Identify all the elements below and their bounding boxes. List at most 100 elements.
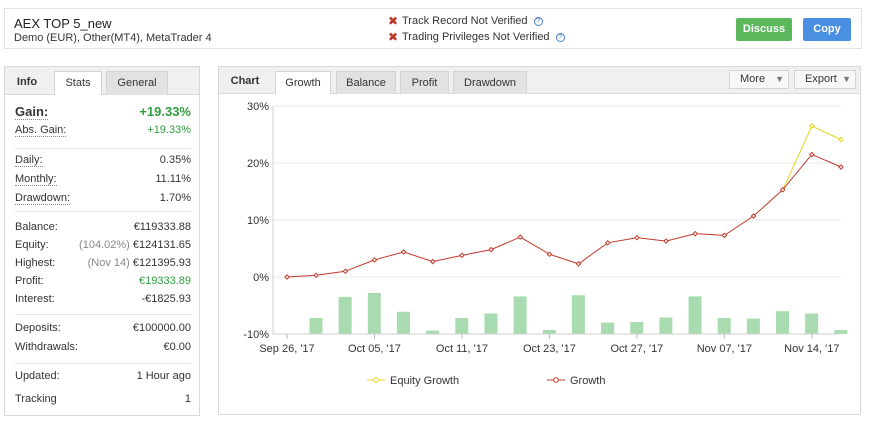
legend-label: Equity Growth <box>390 375 459 387</box>
help-icon[interactable]: ? <box>555 32 565 42</box>
volume-bar <box>542 330 556 334</box>
y-tick-label: 30% <box>247 101 269 113</box>
profit-row: Profit: €19333.89 <box>15 275 191 291</box>
y-tick-label: 0% <box>253 272 269 284</box>
growth-point <box>284 274 290 280</box>
deposits-label: Deposits: <box>15 322 61 334</box>
volume-bar <box>484 313 498 334</box>
withdrawals-row: Withdrawals: €0.00 <box>15 341 191 357</box>
gain-label: Gain: <box>15 104 49 120</box>
growth-point <box>517 234 524 240</box>
profit-label: Profit: <box>15 275 44 287</box>
tab-info[interactable]: Info <box>16 76 38 88</box>
tracking-value: 1 <box>184 393 191 405</box>
tab-general[interactable]: General <box>106 71 168 95</box>
growth-point <box>779 186 786 193</box>
abs-gain-row: Abs. Gain: +19.33% <box>15 124 191 140</box>
y-tick-label: 20% <box>247 158 269 170</box>
info-tabs: Info Stats General <box>5 67 199 95</box>
volume-bar <box>455 318 469 334</box>
drawdown-row: Drawdown: 1.70% <box>15 192 191 208</box>
growth-point <box>663 238 669 244</box>
equity-value: €124131.65 <box>132 239 191 251</box>
more-label: More <box>740 73 766 85</box>
highest-label: Highest: <box>15 257 56 269</box>
balance-label: Balance: <box>15 221 58 233</box>
volume-bar <box>834 330 848 334</box>
x-tick-label: Oct 05, '17 <box>348 343 401 355</box>
growth-point <box>546 251 553 258</box>
discuss-button[interactable]: Discuss <box>736 18 792 41</box>
equity-percent: (104.02%) <box>79 239 130 251</box>
gain-row: Gain: +19.33% <box>15 104 191 122</box>
track-record-text: Track Record Not Verified <box>402 15 528 27</box>
trading-privileges-text: Trading Privileges Not Verified <box>402 31 550 43</box>
profit-value: €19333.89 <box>139 275 191 287</box>
equity-row: Equity: (104.02%) €124131.65 <box>15 239 191 255</box>
equity-growth-point <box>838 136 844 143</box>
info-panel: Info Stats General Gain: +19.33% Abs. Ga… <box>4 66 200 416</box>
highest-value-group: (Nov 14) €121395.93 <box>88 257 191 269</box>
export-dropdown[interactable]: Export ▼ <box>794 70 856 89</box>
divider <box>15 363 191 364</box>
x-tick-label: Nov 07, '17 <box>697 343 752 355</box>
deposits-row: Deposits: €100000.00 <box>15 322 191 338</box>
growth-point <box>342 268 349 275</box>
tab-drawdown[interactable]: Drawdown <box>453 71 527 94</box>
track-record-status: ✖ Track Record Not Verified ? <box>388 14 543 28</box>
chevron-down-icon: ▼ <box>775 74 784 84</box>
monthly-row: Monthly: 11.11% <box>15 173 191 189</box>
growth-point <box>459 252 465 259</box>
growth-point <box>634 234 640 241</box>
volume-bar <box>659 317 673 334</box>
volume-bar <box>309 318 323 334</box>
not-verified-icon: ✖ <box>388 30 399 44</box>
tab-balance[interactable]: Balance <box>336 71 396 94</box>
chart-tabs: Chart Growth Balance Profit Drawdown Mor… <box>219 67 860 94</box>
copy-button[interactable]: Copy <box>803 18 851 41</box>
tab-profit[interactable]: Profit <box>400 71 449 94</box>
growth-point <box>604 239 611 246</box>
export-label: Export <box>805 73 837 85</box>
interest-label: Interest: <box>15 293 55 305</box>
growth-point <box>488 246 494 253</box>
volume-bar <box>805 313 819 334</box>
chevron-down-icon: ▼ <box>842 74 851 84</box>
equity-value-group: (104.02%) €124131.65 <box>79 239 191 251</box>
withdrawals-value: €0.00 <box>163 341 191 353</box>
drawdown-value: 1.70% <box>159 192 191 204</box>
tab-stats[interactable]: Stats <box>54 71 102 95</box>
growth-point <box>313 272 319 279</box>
account-name[interactable]: AEX TOP 5_new <box>14 16 112 31</box>
tracking-row: Tracking 1 <box>15 393 191 409</box>
updated-value: 1 Hour ago <box>136 370 191 382</box>
growth-point <box>575 261 582 267</box>
growth-chart[interactable]: 30% 20% 10% 0% -10% Sep 26, '17 Oct 05, '17 Oc… <box>219 95 860 415</box>
volume-bar <box>426 330 440 334</box>
volume-bar <box>396 311 410 334</box>
equity-growth-line <box>782 125 842 190</box>
help-icon[interactable]: ? <box>533 16 543 26</box>
tab-growth[interactable]: Growth <box>275 71 331 94</box>
volume-bar <box>688 296 702 334</box>
volume-bar <box>717 318 731 334</box>
x-tick-label: Sep 26, '17 <box>259 343 314 355</box>
equity-growth-point <box>809 123 815 129</box>
volume-bar <box>367 292 381 334</box>
equity-label: Equity: <box>15 239 49 251</box>
y-tick-label: -10% <box>243 329 269 341</box>
growth-point <box>692 230 699 237</box>
volume-bar <box>776 311 790 334</box>
volume-bar <box>630 322 644 334</box>
growth-point <box>721 232 728 239</box>
divider <box>15 211 191 212</box>
legend-label: Growth <box>570 375 605 387</box>
chart-panel: Chart Growth Balance Profit Drawdown Mor… <box>218 66 861 415</box>
account-header: AEX TOP 5_new Demo (EUR), Other(MT4), Me… <box>4 8 862 49</box>
daily-label: Daily: <box>15 154 43 167</box>
tab-chart[interactable]: Chart <box>230 75 260 87</box>
balance-value: €119333.88 <box>133 221 191 233</box>
abs-gain-value: +19.33% <box>147 124 191 136</box>
more-dropdown[interactable]: More ▼ <box>729 70 789 89</box>
monthly-label: Monthly: <box>15 173 57 186</box>
